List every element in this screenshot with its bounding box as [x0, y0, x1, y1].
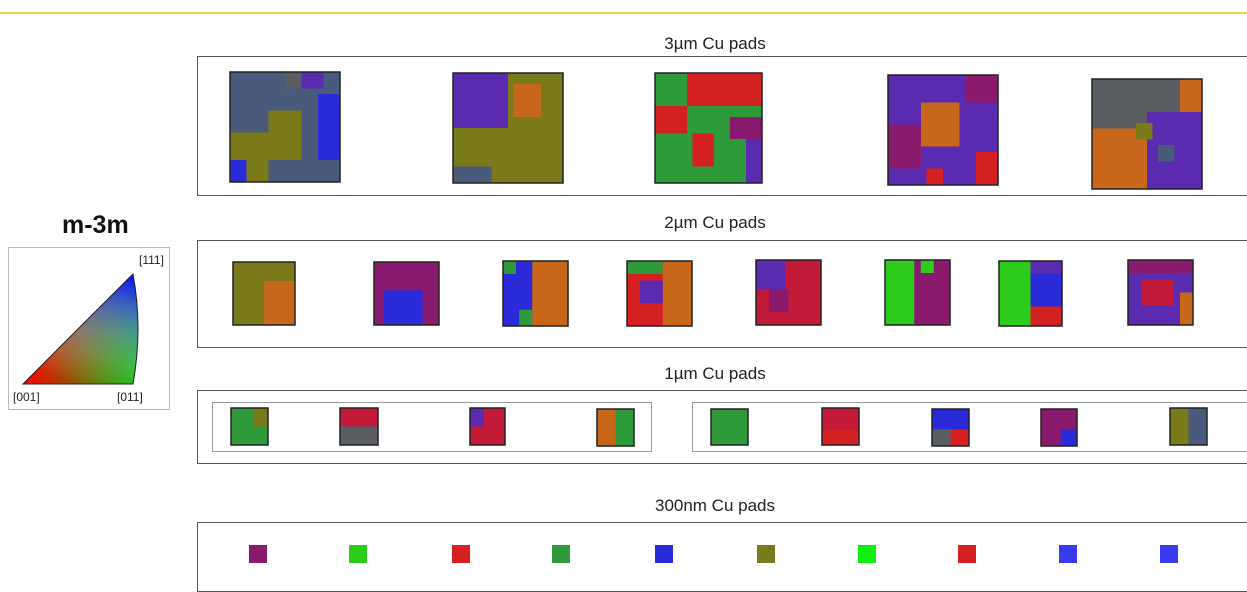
- pad-17: [710, 408, 749, 446]
- grain-10-2: [920, 260, 934, 273]
- pad-0: [229, 71, 341, 183]
- grain-1-5: [453, 166, 492, 183]
- pad-18: [821, 407, 860, 446]
- grain-3-4: [926, 168, 943, 185]
- pad-6: [373, 261, 440, 326]
- grain-2-2: [655, 106, 688, 134]
- pad-12: [1127, 259, 1194, 326]
- section-title-300nm: 300nm Cu pads: [654, 496, 776, 515]
- pad-21: [1169, 407, 1208, 446]
- grain-12-2: [1180, 292, 1193, 325]
- grain-8-3: [640, 280, 663, 304]
- ipf-color-key: [111] [001] [011]: [8, 247, 170, 410]
- grain-4-5: [1158, 145, 1175, 162]
- grain-2-3: [692, 133, 714, 167]
- pad-7: [502, 260, 569, 327]
- pad-300nm-7: [958, 545, 976, 563]
- grain-1-4: [513, 84, 541, 117]
- grain-5-2: [264, 280, 295, 325]
- grain-10-1: [885, 260, 915, 325]
- pad-grain-maps: [229, 71, 1208, 563]
- pad-300nm-1: [349, 545, 367, 563]
- pad-300nm-4: [655, 545, 673, 563]
- pad-16: [596, 408, 635, 447]
- legend-label-011: [011]: [117, 390, 143, 404]
- pad-2: [654, 72, 763, 184]
- pad-15: [469, 407, 506, 446]
- pad-3: [887, 74, 999, 186]
- grain-9-2: [769, 289, 789, 312]
- subpanel-1um-right: [692, 402, 1247, 452]
- grain-3-5: [965, 75, 998, 103]
- grain-19-2: [950, 429, 969, 446]
- subpanel-1um-left: [212, 402, 652, 452]
- grain-12-1: [1141, 279, 1174, 306]
- grain-4-3: [1180, 79, 1202, 112]
- section-title-1um: 1µm Cu pads: [664, 364, 766, 383]
- pad-4: [1091, 78, 1203, 190]
- grain-3-3: [976, 152, 998, 185]
- grain-0-2: [268, 110, 302, 160]
- grain-0-4: [230, 160, 247, 182]
- pad-300nm-8: [1059, 545, 1077, 563]
- grain-2-1: [687, 73, 762, 106]
- pad-10: [884, 259, 951, 326]
- pad-19: [931, 408, 970, 447]
- pad-11: [998, 260, 1063, 327]
- grain-18-1: [822, 430, 859, 445]
- grain-2-4: [729, 117, 762, 139]
- grain-1-2: [453, 128, 492, 167]
- pad-300nm-0: [249, 545, 267, 563]
- panel-2um: [197, 240, 1247, 348]
- pad-9: [755, 259, 822, 326]
- pad-300nm-6: [858, 545, 876, 563]
- legend-label-111: [111]: [139, 253, 164, 267]
- grain-8-1: [627, 261, 663, 274]
- pad-8: [626, 260, 693, 327]
- grain-13-1: [253, 408, 268, 427]
- grain-19-1: [932, 429, 951, 446]
- grain-16-1: [597, 409, 616, 446]
- grain-0-3: [318, 94, 340, 160]
- grain-21-1: [1170, 408, 1189, 445]
- grain-17-0: [711, 409, 748, 445]
- grain-6-2: [374, 262, 394, 281]
- grain-7-2: [519, 309, 533, 326]
- pad-300nm-9: [1160, 545, 1178, 563]
- grain-0-5: [285, 72, 302, 89]
- section-title-2um: 2µm Cu pads: [664, 213, 766, 232]
- grain-20-1: [1060, 429, 1077, 446]
- pad-1: [452, 72, 564, 184]
- legend-title: m-3m: [62, 211, 129, 239]
- grain-11-3: [1030, 261, 1062, 274]
- pad-5: [232, 261, 296, 326]
- pad-20: [1040, 408, 1078, 447]
- top-rule: [0, 0, 1247, 14]
- grain-6-1: [383, 290, 423, 325]
- legend-label-001: [001]: [13, 390, 40, 404]
- grain-8-2: [662, 261, 692, 326]
- grain-12-3: [1128, 260, 1193, 273]
- grain-7-3: [503, 261, 516, 274]
- grain-0-6: [301, 72, 324, 89]
- grain-3-1: [921, 102, 960, 147]
- grain-2-5: [745, 139, 762, 183]
- grain-11-2: [1030, 306, 1062, 326]
- ipf-triangle: [21, 272, 139, 385]
- grain-14-1: [340, 426, 378, 445]
- section-title-3um: 3µm Cu pads: [664, 34, 766, 53]
- grain-9-1: [756, 260, 786, 290]
- grain-15-1: [470, 408, 484, 427]
- pad-300nm-5: [757, 545, 775, 563]
- grain-4-4: [1136, 123, 1153, 140]
- pad-300nm-2: [452, 545, 470, 563]
- pad-14: [339, 407, 379, 446]
- grain-1-3: [491, 128, 525, 183]
- pad-300nm-3: [552, 545, 570, 563]
- grain-3-2: [888, 124, 921, 169]
- pad-13: [230, 407, 269, 446]
- grain-11-1: [999, 261, 1031, 326]
